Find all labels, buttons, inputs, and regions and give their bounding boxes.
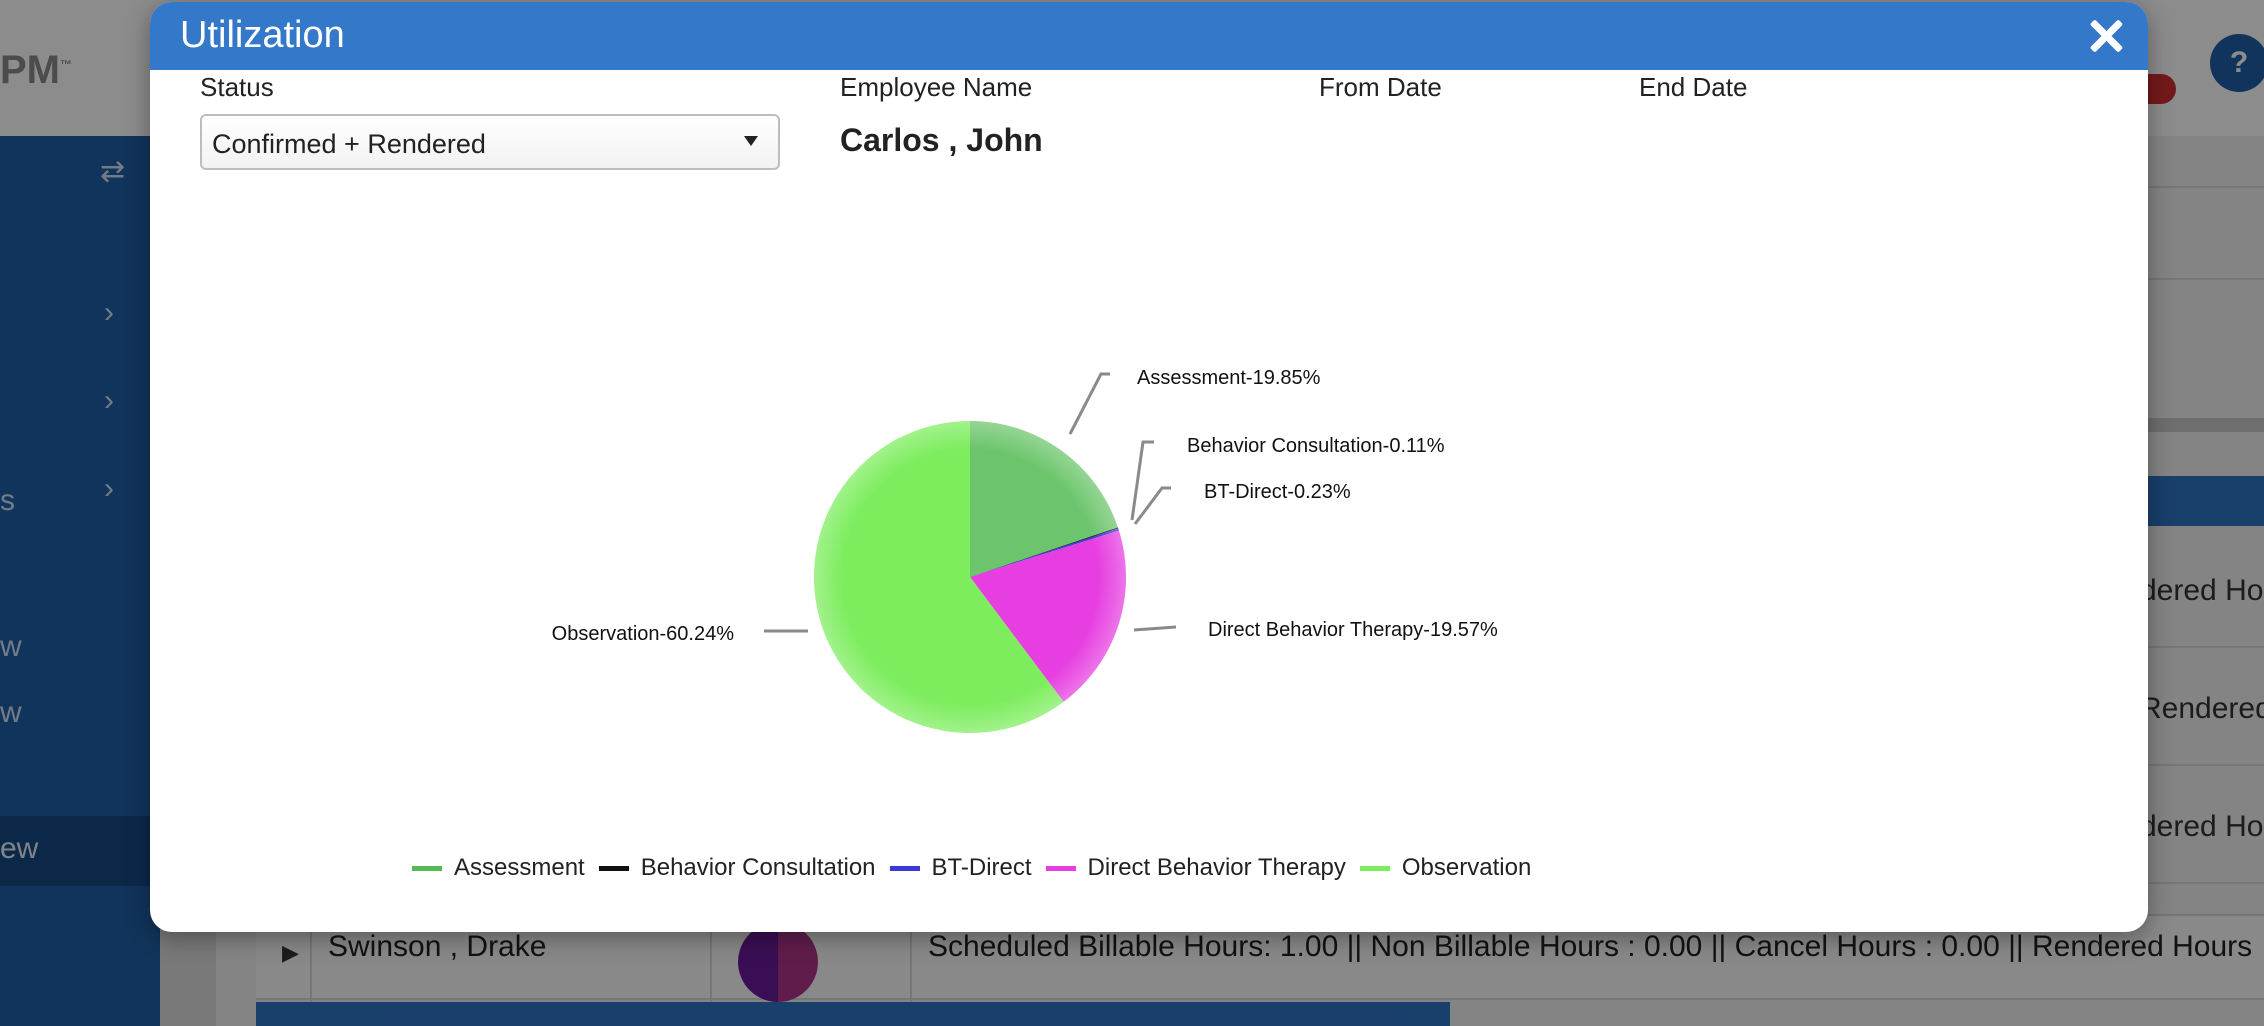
legend-swatch xyxy=(1359,865,1390,871)
label-connector xyxy=(1130,440,1154,521)
legend-label: Assessment xyxy=(454,854,585,881)
employee-name-label: Employee Name xyxy=(840,72,1033,102)
slice-label-observation: Observation-60.24% xyxy=(552,623,735,645)
legend-item-bt-direct[interactable]: BT-Direct xyxy=(889,854,1032,882)
sidebar-item-active[interactable]: ew xyxy=(0,816,160,886)
legend-label: Observation xyxy=(1401,854,1532,881)
scrollbar[interactable] xyxy=(256,1002,1450,1026)
table-cell: Rendered xyxy=(2140,692,2264,725)
sidebar-item-label[interactable]: w xyxy=(0,630,22,663)
legend-label: Direct Behavior Therapy xyxy=(1087,854,1346,881)
hours-summary: Scheduled Billable Hours: 1.00 || Non Bi… xyxy=(928,930,2253,963)
divider xyxy=(310,916,312,1002)
slice-label-direct-behavior-therapy: Direct Behavior Therapy-19.57% xyxy=(1208,619,1498,641)
legend-swatch xyxy=(889,865,920,871)
modal-title: Utilization xyxy=(180,14,345,56)
end-date-label: End Date xyxy=(1639,72,1748,102)
legend-item-assessment[interactable]: Assessment xyxy=(412,854,585,882)
table-cell: dered Ho xyxy=(2140,574,2264,607)
label-connector xyxy=(1133,486,1171,525)
expand-icon[interactable]: ▶ xyxy=(282,940,299,965)
legend-label: Behavior Consultation xyxy=(640,854,876,881)
app-logo: PM™ xyxy=(0,48,72,92)
slice-label-assessment: Assessment-19.85% xyxy=(1137,367,1321,389)
divider xyxy=(2140,882,2264,884)
status-label: Status xyxy=(200,72,274,102)
legend-item-behavior-consultation[interactable]: Behavior Consultation xyxy=(598,854,876,882)
table-cell: dered Ho xyxy=(2140,810,2264,843)
sidebar-item-label[interactable]: w xyxy=(0,696,22,729)
divider xyxy=(2140,764,2264,766)
dropdown-arrow-icon xyxy=(744,136,758,146)
legend-swatch xyxy=(412,865,442,871)
chart-legend: Assessment Behavior Consultation BT-Direct… xyxy=(412,854,1545,882)
legend-label: BT-Direct xyxy=(931,854,1032,881)
label-connector xyxy=(1068,372,1110,435)
employee-name-value: Carlos , John xyxy=(840,122,1043,158)
avatar xyxy=(738,922,818,1002)
utilization-pie-chart: Assessment-19.85% Behavior Consultation-0… xyxy=(552,367,1498,734)
from-date-label: From Date xyxy=(1319,72,1442,102)
help-icon[interactable]: ? xyxy=(2210,34,2264,92)
utilization-modal: Utilization Status Confirmed + Rendered … xyxy=(150,2,2148,932)
divider xyxy=(910,916,912,1002)
divider xyxy=(2140,186,2264,188)
status-select[interactable]: Confirmed + Rendered xyxy=(200,114,780,170)
chevron-right-icon[interactable]: › xyxy=(104,296,114,329)
legend-item-observation[interactable]: Observation xyxy=(1359,854,1532,882)
divider xyxy=(710,916,712,1002)
chevron-right-icon[interactable]: › xyxy=(104,384,114,417)
label-connector xyxy=(1133,625,1177,632)
table-header xyxy=(2140,476,2264,526)
sidebar: ⇄ › › s › w w ew xyxy=(0,136,160,1026)
legend-swatch xyxy=(598,865,629,871)
divider xyxy=(2140,646,2264,648)
scrollbar[interactable] xyxy=(2140,418,2264,432)
slice-label-bt-direct: BT-Direct-0.23% xyxy=(1204,481,1351,503)
chevron-right-icon[interactable]: › xyxy=(104,472,114,505)
swap-icon[interactable]: ⇄ xyxy=(100,155,126,188)
legend-item-direct-behavior-therapy[interactable]: Direct Behavior Therapy xyxy=(1045,854,1346,882)
employee-name: Swinson , Drake xyxy=(328,930,547,963)
divider xyxy=(2140,278,2264,280)
modal-header: Utilization xyxy=(150,2,2148,70)
slice-label-behavior-consultation: Behavior Consultation-0.11% xyxy=(1187,435,1445,457)
status-select-value: Confirmed + Rendered xyxy=(212,129,486,159)
legend-swatch xyxy=(1045,865,1076,871)
sidebar-item-label[interactable]: s xyxy=(0,484,15,517)
